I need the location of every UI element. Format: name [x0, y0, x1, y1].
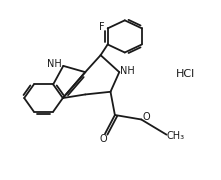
Text: O: O	[142, 112, 150, 122]
Text: CH₃: CH₃	[167, 130, 185, 141]
Text: NH: NH	[47, 59, 61, 69]
Text: NH: NH	[120, 66, 135, 76]
Text: O: O	[99, 134, 107, 144]
Text: HCl: HCl	[175, 69, 195, 79]
Text: F: F	[99, 22, 105, 32]
